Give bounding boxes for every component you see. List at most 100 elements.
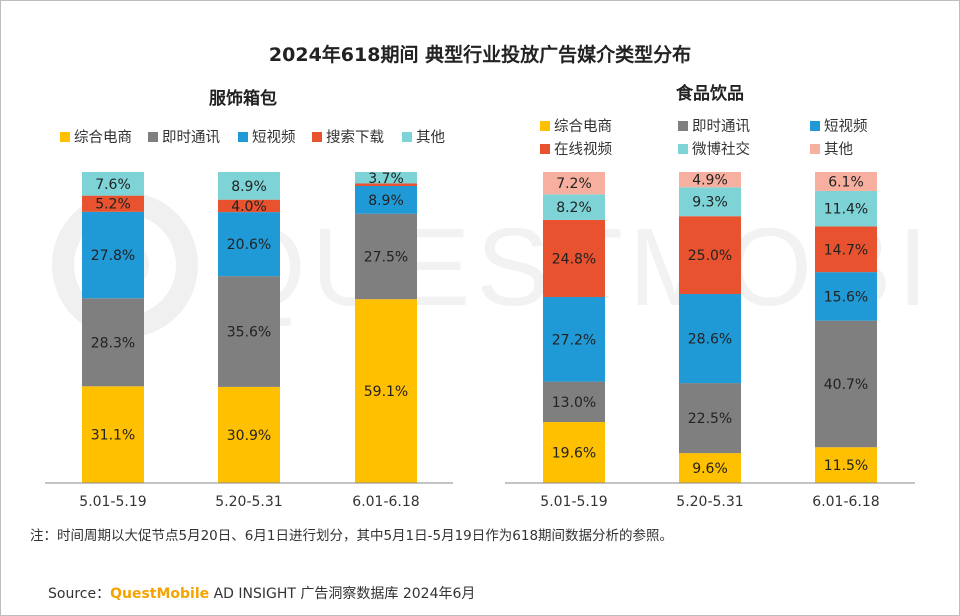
data-label: 28.6% [688, 332, 732, 348]
bar-segment [82, 386, 144, 483]
main-title: 2024年618期间 典型行业投放广告媒介类型分布 [268, 44, 692, 66]
legend-swatch [678, 144, 688, 154]
legend-label: 综合电商 [74, 129, 132, 146]
legend-swatch [148, 132, 158, 142]
bar-segment [815, 172, 877, 191]
bar-segment [543, 172, 605, 195]
legend-swatch [540, 144, 550, 154]
data-label: 13.0% [552, 395, 596, 411]
data-label: 35.6% [227, 325, 271, 341]
chart-title-1: 服饰箱包 [209, 88, 277, 109]
legend-label: 搜索下载 [326, 129, 384, 146]
legend-label: 其他 [416, 129, 445, 146]
bar-segment [679, 187, 741, 217]
data-label: 4.9% [692, 173, 728, 189]
source-label: Source： [48, 586, 111, 602]
x-tick-label: 5.20-5.31 [215, 494, 282, 510]
data-label: 8.2% [556, 200, 592, 216]
bar-segment [355, 172, 417, 184]
data-label: 30.9% [227, 428, 271, 444]
bar-segment [679, 216, 741, 295]
bar-segment [543, 422, 605, 483]
data-label: 4.0% [231, 199, 267, 215]
data-label: 8.9% [231, 179, 267, 195]
data-label: 20.6% [227, 237, 271, 253]
bar-segment [815, 226, 877, 273]
bar-segment [82, 172, 144, 196]
bar-segment [815, 320, 877, 448]
data-label: 5.2% [95, 197, 131, 213]
data-label: 27.2% [552, 332, 596, 348]
data-label: 3.7% [368, 171, 404, 187]
data-label: 27.8% [91, 248, 135, 264]
data-label: 11.5% [824, 458, 868, 474]
bar-segment [679, 294, 741, 384]
bar-segment [679, 383, 741, 454]
data-label: 19.6% [552, 446, 596, 462]
data-label: 6.1% [828, 174, 864, 190]
data-label: 7.6% [95, 177, 131, 193]
data-label: 24.8% [552, 251, 596, 267]
data-label: 28.3% [91, 335, 135, 351]
data-label: 27.5% [364, 249, 408, 265]
data-label: 14.7% [824, 242, 868, 258]
bar-segment [82, 211, 144, 299]
bar-segment [355, 183, 417, 186]
data-label: 31.1% [91, 428, 135, 444]
bar-segment [218, 276, 280, 387]
data-label: 9.3% [692, 195, 728, 211]
bar-segment [355, 186, 417, 214]
bar-segment [218, 172, 280, 200]
source-rest: AD INSIGHT 广告洞察数据库 2024年6月 [209, 586, 476, 602]
data-label: 59.1% [364, 384, 408, 400]
bar-segment [679, 453, 741, 483]
data-label: 11.4% [824, 202, 868, 218]
bar-segment [218, 386, 280, 483]
bar-segment [355, 299, 417, 483]
data-label: 9.6% [692, 461, 728, 477]
legend-label: 综合电商 [554, 118, 612, 135]
x-tick-label: 5.20-5.31 [676, 494, 743, 510]
bar-segment [815, 272, 877, 321]
bar-segment [543, 219, 605, 298]
legend-swatch [312, 132, 322, 142]
legend-swatch [678, 121, 688, 131]
bar-segment [543, 381, 605, 423]
bar-segment [815, 447, 877, 483]
legend-swatch [60, 132, 70, 142]
x-tick-label: 5.01-5.19 [540, 494, 607, 510]
legend-label: 其他 [824, 141, 853, 158]
data-label: 25.0% [688, 248, 732, 264]
x-tick-label: 5.01-5.19 [79, 494, 146, 510]
data-label: 8.9% [368, 193, 404, 209]
footnote: 注：时间周期以大促节点5月20日、6月1日进行划分，其中5月1日-5月19日作为… [30, 528, 674, 544]
bar-segment [355, 213, 417, 300]
legend-swatch [540, 121, 550, 131]
legend-label: 即时通讯 [692, 118, 750, 135]
legend-label: 微博社交 [692, 140, 750, 158]
source-brand: QuestMobile [110, 586, 210, 602]
legend-swatch [810, 121, 820, 131]
data-label: 15.6% [824, 289, 868, 305]
legend-label: 在线视频 [554, 141, 612, 158]
data-label: 22.5% [688, 411, 732, 427]
bar-segment [543, 297, 605, 382]
legend-swatch [238, 132, 248, 142]
legend-label: 短视频 [824, 118, 868, 135]
bar-segment [679, 172, 741, 188]
legend-swatch [402, 132, 412, 142]
bar-segment [218, 212, 280, 277]
bar-segment [82, 195, 144, 212]
bar-segment [82, 298, 144, 387]
data-label: 7.2% [556, 176, 592, 192]
data-label: 40.7% [824, 377, 868, 393]
bar-segment [815, 190, 877, 227]
legend-label: 短视频 [252, 129, 296, 146]
chart-title-2: 食品饮品 [676, 83, 744, 104]
bar-segment [218, 199, 280, 213]
bar-segment [543, 194, 605, 220]
legend-label: 即时通讯 [162, 129, 220, 146]
source-line: Source：QuestMobile AD INSIGHT 广告洞察数据库 20… [48, 583, 475, 603]
x-tick-label: 6.01-6.18 [812, 494, 879, 510]
